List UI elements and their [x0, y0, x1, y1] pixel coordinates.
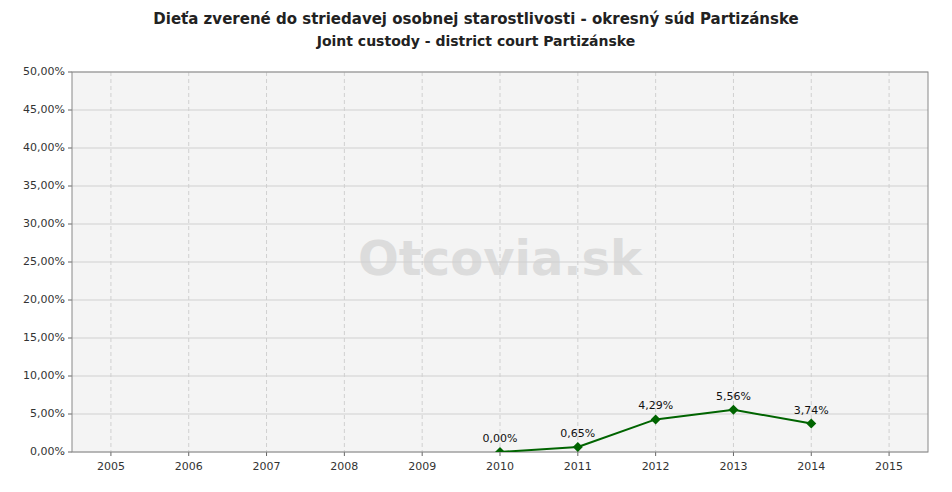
tick-mark: [68, 224, 72, 225]
y-tick-label: 0,00%: [30, 445, 65, 458]
x-tick-label: 2013: [719, 460, 747, 473]
tick-mark: [266, 452, 267, 456]
tick-mark: [68, 376, 72, 377]
tick-mark: [655, 452, 656, 456]
data-label: 0,00%: [483, 432, 518, 445]
y-tick-label: 50,00%: [23, 65, 65, 78]
grid: [72, 72, 928, 452]
y-tick-label: 10,00%: [23, 369, 65, 382]
tick-mark: [68, 452, 72, 453]
tick-mark: [68, 414, 72, 415]
x-tick-label: 2014: [797, 460, 825, 473]
line: [500, 410, 811, 452]
grid-line: [500, 72, 501, 452]
subtitle: Joint custody - district court Partizáns…: [316, 33, 636, 49]
x-tick-label: 2008: [330, 460, 358, 473]
x-tick-label: 2006: [175, 460, 203, 473]
tick-mark: [68, 110, 72, 111]
marker: [806, 419, 816, 429]
data-label: 5,56%: [716, 390, 751, 403]
marker: [573, 442, 583, 452]
y-tick-label: 20,00%: [23, 293, 65, 306]
tick-mark: [577, 452, 578, 456]
tick-mark: [68, 262, 72, 263]
tick-mark: [811, 452, 812, 456]
tick-mark: [344, 452, 345, 456]
grid-line: [344, 72, 345, 452]
data-label: 0,65%: [560, 427, 595, 440]
grid-line: [889, 72, 890, 452]
axes: 0,00% 5,00% 10,00% 15,00% 20,00% 25,00% 30,00%…: [23, 65, 903, 473]
grid-line: [811, 72, 812, 452]
x-tick-label: 2015: [875, 460, 903, 473]
x-tick-label: 2009: [408, 460, 436, 473]
grid-line: [72, 148, 928, 149]
grid-line: [188, 72, 189, 452]
y-tick-label: 35,00%: [23, 179, 65, 192]
tick-mark: [68, 186, 72, 187]
marker: [495, 447, 505, 452]
x-tick-label: 2005: [97, 460, 125, 473]
tick-mark: [68, 72, 72, 73]
data-labels: 0,00% 0,65% 4,29% 5,56% 3,74%: [483, 390, 829, 445]
x-tick-label: 2011: [564, 460, 592, 473]
y-tick-label: 25,00%: [23, 255, 65, 268]
tick-mark: [188, 452, 189, 456]
marker: [728, 405, 738, 415]
marker: [651, 414, 661, 424]
data-label: 4,29%: [638, 399, 673, 412]
tick-mark: [733, 452, 734, 456]
y-tick-label: 15,00%: [23, 331, 65, 344]
x-tick-label: 2012: [642, 460, 670, 473]
tick-mark: [68, 300, 72, 301]
tick-mark: [110, 452, 111, 456]
chart: Dieťa zverené do striedavej osobnej star…: [0, 0, 952, 492]
grid-line: [266, 72, 267, 452]
y-tick-label: 30,00%: [23, 217, 65, 230]
grid-line: [577, 72, 578, 452]
tick-mark: [68, 148, 72, 149]
grid-line: [110, 72, 111, 452]
tick-mark: [68, 338, 72, 339]
title: Dieťa zverené do striedavej osobnej star…: [153, 10, 798, 28]
plot-frame: [72, 72, 928, 452]
grid-line: [422, 72, 423, 452]
grid-line: [72, 224, 928, 225]
x-tick-label: 2010: [486, 460, 514, 473]
x-tick-label: 2007: [253, 460, 281, 473]
y-tick-label: 5,00%: [30, 407, 65, 420]
watermark: Otcovia.sk: [358, 230, 643, 286]
y-tick-label: 45,00%: [23, 103, 65, 116]
grid-line: [655, 72, 656, 452]
tick-mark: [422, 452, 423, 456]
tick-mark: [889, 452, 890, 456]
y-tick-label: 40,00%: [23, 141, 65, 154]
plot-area: [72, 72, 928, 452]
data-label: 3,74%: [794, 404, 829, 417]
tick-mark: [500, 452, 501, 456]
